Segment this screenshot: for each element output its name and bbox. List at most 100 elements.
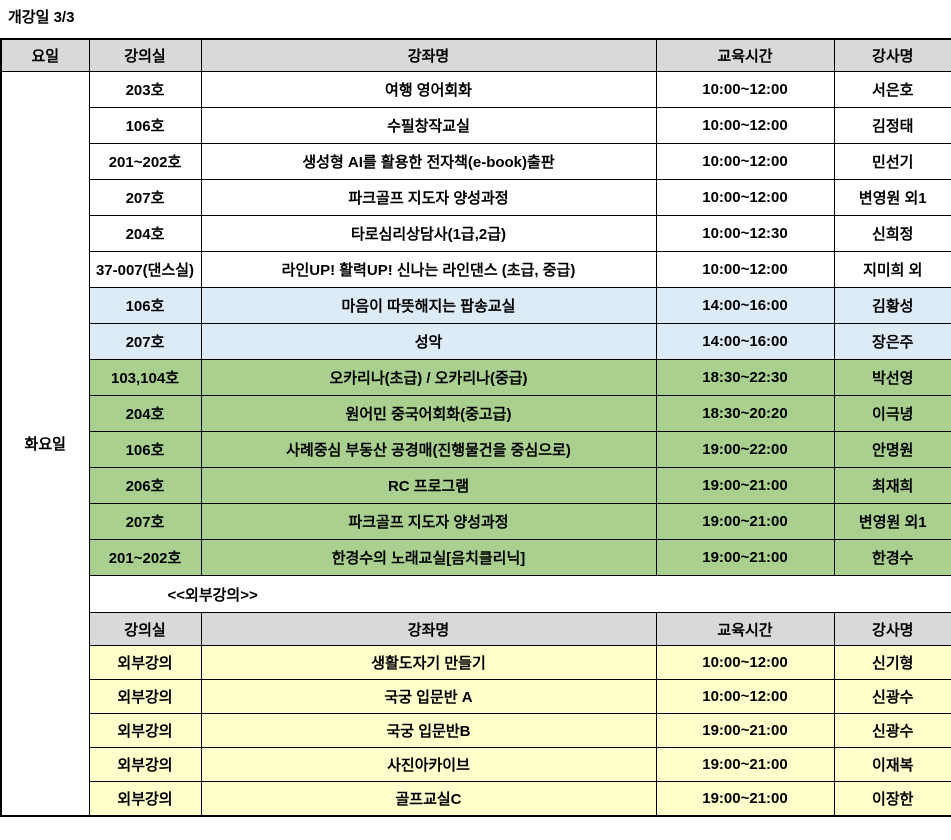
course-cell: 국궁 입문반 A xyxy=(200,679,657,714)
room-cell: 외부강의 xyxy=(88,679,202,714)
instructor-cell: 김정태 xyxy=(833,107,951,144)
room-cell: 외부강의 xyxy=(88,713,202,748)
time-cell: 10:00~12:00 xyxy=(655,645,835,680)
instructor-cell: 변영원 외1 xyxy=(833,503,951,540)
ext-col-header-instructor: 강사명 xyxy=(833,612,951,646)
room-cell: 204호 xyxy=(88,395,202,432)
table-row: 103,104호 오카리나(초급) / 오카리나(중급) 18:30~22:30 박선… xyxy=(1,359,951,396)
instructor-cell: 지미희 외 xyxy=(833,251,951,288)
course-cell: 파크골프 지도자 양성과정 xyxy=(200,179,657,216)
table-row: 외부강의 국궁 입문반B 19:00~21:00 신광수 xyxy=(1,713,951,748)
room-cell: 37-007(댄스실) xyxy=(88,251,202,288)
room-cell: 외부강의 xyxy=(88,781,202,817)
room-cell: 201~202호 xyxy=(88,539,202,576)
time-cell: 14:00~16:00 xyxy=(655,287,835,324)
external-section-divider-row: <<외부강의>> xyxy=(1,575,951,613)
time-cell: 19:00~21:00 xyxy=(655,713,835,748)
table-row: 외부강의 국궁 입문반 A 10:00~12:00 신광수 xyxy=(1,679,951,714)
course-cell: 타로심리상담사(1급,2급) xyxy=(200,215,657,252)
time-cell: 19:00~21:00 xyxy=(655,503,835,540)
time-cell: 10:00~12:00 xyxy=(655,179,835,216)
table-row: 106호 마음이 따뜻해지는 팝송교실 14:00~16:00 김황성 xyxy=(1,287,951,324)
ext-col-header-time: 교육시간 xyxy=(655,612,835,646)
course-cell: 생활도자기 만들기 xyxy=(200,645,657,680)
course-cell: 원어민 중국어회화(중고급) xyxy=(200,395,657,432)
table-row: 207호 파크골프 지도자 양성과정 19:00~21:00 변영원 외1 xyxy=(1,503,951,540)
table-row: 106호 사례중심 부동산 공경매(진행물건을 중심으로) 19:00~22:00 안… xyxy=(1,431,951,468)
instructor-cell: 신광수 xyxy=(833,713,951,748)
time-cell: 19:00~22:00 xyxy=(655,431,835,468)
table-row: 201~202호 한경수의 노래교실[음치클리닉] 19:00~21:00 한경수 xyxy=(1,539,951,576)
course-cell: RC 프로그램 xyxy=(200,467,657,504)
room-cell: 106호 xyxy=(88,431,202,468)
instructor-cell: 이장한 xyxy=(833,781,951,817)
table-row: 204호 타로심리상담사(1급,2급) 10:00~12:30 신희정 xyxy=(1,215,951,252)
instructor-cell: 이재복 xyxy=(833,747,951,782)
time-cell: 19:00~21:00 xyxy=(655,467,835,504)
room-cell: 외부강의 xyxy=(88,747,202,782)
room-cell: 203호 xyxy=(88,71,202,108)
room-cell: 207호 xyxy=(88,179,202,216)
instructor-cell: 서은호 xyxy=(833,71,951,108)
course-cell: 사진아카이브 xyxy=(200,747,657,782)
instructor-cell: 신기형 xyxy=(833,645,951,680)
table-row: 207호 파크골프 지도자 양성과정 10:00~12:00 변영원 외1 xyxy=(1,179,951,216)
course-cell: 수필창작교실 xyxy=(200,107,657,144)
room-cell: 106호 xyxy=(88,107,202,144)
room-cell: 201~202호 xyxy=(88,143,202,180)
time-cell: 10:00~12:00 xyxy=(655,679,835,714)
instructor-cell: 최재희 xyxy=(833,467,951,504)
header-row: 요일 강의실 강좌명 교육시간 강사명 xyxy=(0,38,951,72)
col-header-instructor: 강사명 xyxy=(833,38,951,72)
table-row: 37-007(댄스실) 라인UP! 활력UP! 신나는 라인댄스 (초급, 중급)… xyxy=(1,251,951,288)
time-cell: 19:00~21:00 xyxy=(655,539,835,576)
course-cell: 생성형 AI를 활용한 전자책(e-book)출판 xyxy=(200,143,657,180)
instructor-cell: 한경수 xyxy=(833,539,951,576)
instructor-cell: 신광수 xyxy=(833,679,951,714)
course-cell: 한경수의 노래교실[음치클리닉] xyxy=(200,539,657,576)
course-cell: 사례중심 부동산 공경매(진행물건을 중심으로) xyxy=(200,431,657,468)
course-cell: 마음이 따뜻해지는 팝송교실 xyxy=(200,287,657,324)
col-header-room: 강의실 xyxy=(88,38,202,72)
course-cell: 오카리나(초급) / 오카리나(중급) xyxy=(200,359,657,396)
instructor-cell: 김황성 xyxy=(833,287,951,324)
room-cell: 207호 xyxy=(88,503,202,540)
table-row: 204호 원어민 중국어회화(중고급) 18:30~20:20 이극녕 xyxy=(1,395,951,432)
instructor-cell: 변영원 외1 xyxy=(833,179,951,216)
time-cell: 10:00~12:30 xyxy=(655,215,835,252)
course-cell: 성악 xyxy=(200,323,657,360)
table-row: 외부강의 생활도자기 만들기 10:00~12:00 신기형 xyxy=(1,645,951,680)
time-cell: 10:00~12:00 xyxy=(655,71,835,108)
time-cell: 19:00~21:00 xyxy=(655,747,835,782)
ext-col-header-course: 강좌명 xyxy=(200,612,657,646)
room-cell: 204호 xyxy=(88,215,202,252)
col-header-course: 강좌명 xyxy=(200,38,657,72)
room-cell: 206호 xyxy=(88,467,202,504)
room-cell: 103,104호 xyxy=(88,359,202,396)
course-cell: 파크골프 지도자 양성과정 xyxy=(200,503,657,540)
time-cell: 19:00~21:00 xyxy=(655,781,835,817)
external-header-row: 강의실 강좌명 교육시간 강사명 xyxy=(1,612,951,646)
instructor-cell: 안명원 xyxy=(833,431,951,468)
time-cell: 14:00~16:00 xyxy=(655,323,835,360)
course-cell: 골프교실C xyxy=(200,781,657,817)
table-row: 106호 수필창작교실 10:00~12:00 김정태 xyxy=(1,107,951,144)
room-cell: 외부강의 xyxy=(88,645,202,680)
col-header-time: 교육시간 xyxy=(655,38,835,72)
time-cell: 18:30~20:20 xyxy=(655,395,835,432)
ext-col-header-room: 강의실 xyxy=(88,612,202,646)
day-cell: 화요일 xyxy=(0,71,90,817)
table-row: 외부강의 사진아카이브 19:00~21:00 이재복 xyxy=(1,747,951,782)
time-cell: 10:00~12:00 xyxy=(655,251,835,288)
page-title: 개강일 3/3 xyxy=(8,9,75,26)
course-cell: 라인UP! 활력UP! 신나는 라인댄스 (초급, 중급) xyxy=(200,251,657,288)
schedule-table: 요일 강의실 강좌명 교육시간 강사명 화요일 203호 여행 영어회화 10:00~… xyxy=(0,38,951,817)
time-cell: 10:00~12:00 xyxy=(655,107,835,144)
table-row: 화요일 203호 여행 영어회화 10:00~12:00 서은호 xyxy=(0,71,951,817)
room-cell: 106호 xyxy=(88,287,202,324)
instructor-cell: 장은주 xyxy=(833,323,951,360)
instructor-cell: 신희정 xyxy=(833,215,951,252)
table-row: 207호 성악 14:00~16:00 장은주 xyxy=(1,323,951,360)
instructor-cell: 민선기 xyxy=(833,143,951,180)
time-cell: 18:30~22:30 xyxy=(655,359,835,396)
